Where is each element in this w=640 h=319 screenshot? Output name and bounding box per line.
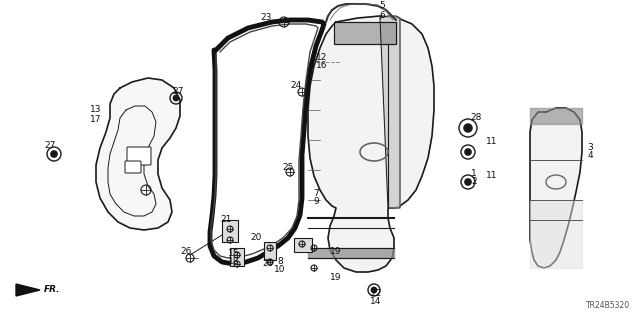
Circle shape — [464, 124, 472, 132]
Text: 25: 25 — [282, 162, 294, 172]
Text: 13: 13 — [90, 106, 102, 115]
Text: 24: 24 — [291, 81, 301, 91]
Text: 9: 9 — [313, 197, 319, 205]
Polygon shape — [380, 16, 400, 208]
Text: 21: 21 — [220, 214, 232, 224]
Polygon shape — [308, 16, 434, 272]
Circle shape — [51, 151, 57, 157]
Text: 19: 19 — [330, 248, 342, 256]
Text: 27: 27 — [172, 86, 184, 95]
Text: 8: 8 — [277, 257, 283, 266]
Text: 27: 27 — [44, 142, 56, 151]
Text: 20: 20 — [262, 258, 274, 268]
Text: 20: 20 — [250, 234, 262, 242]
Text: 11: 11 — [486, 172, 498, 181]
Polygon shape — [96, 78, 180, 230]
FancyBboxPatch shape — [294, 238, 312, 252]
Text: 4: 4 — [587, 152, 593, 160]
Text: 17: 17 — [90, 115, 102, 123]
Polygon shape — [530, 108, 582, 268]
Text: 12: 12 — [316, 53, 328, 62]
Circle shape — [173, 95, 179, 101]
Text: 14: 14 — [371, 296, 381, 306]
Text: 22: 22 — [371, 288, 381, 298]
Text: 7: 7 — [313, 189, 319, 197]
FancyBboxPatch shape — [127, 147, 151, 165]
Text: 23: 23 — [260, 12, 272, 21]
Polygon shape — [334, 22, 396, 44]
Text: 6: 6 — [379, 11, 385, 19]
Polygon shape — [530, 200, 582, 268]
Polygon shape — [16, 284, 40, 296]
Text: 3: 3 — [587, 144, 593, 152]
Circle shape — [371, 287, 377, 293]
Circle shape — [465, 149, 471, 155]
Text: 16: 16 — [316, 62, 328, 70]
Text: 10: 10 — [275, 265, 285, 275]
Text: 15: 15 — [228, 249, 240, 258]
Text: 26: 26 — [180, 247, 192, 256]
Text: FR.: FR. — [44, 286, 61, 294]
FancyBboxPatch shape — [264, 242, 276, 260]
Polygon shape — [530, 108, 582, 124]
Polygon shape — [308, 248, 394, 258]
Text: 2: 2 — [471, 176, 477, 186]
Text: 18: 18 — [228, 257, 240, 266]
Text: TR24B5320: TR24B5320 — [586, 301, 630, 310]
FancyBboxPatch shape — [222, 220, 238, 242]
Text: 5: 5 — [379, 2, 385, 11]
Text: 28: 28 — [470, 114, 482, 122]
Text: 19: 19 — [330, 273, 342, 283]
Text: 11: 11 — [486, 137, 498, 146]
FancyBboxPatch shape — [230, 248, 244, 266]
Text: 1: 1 — [471, 168, 477, 177]
FancyBboxPatch shape — [125, 161, 141, 173]
Circle shape — [465, 179, 471, 185]
